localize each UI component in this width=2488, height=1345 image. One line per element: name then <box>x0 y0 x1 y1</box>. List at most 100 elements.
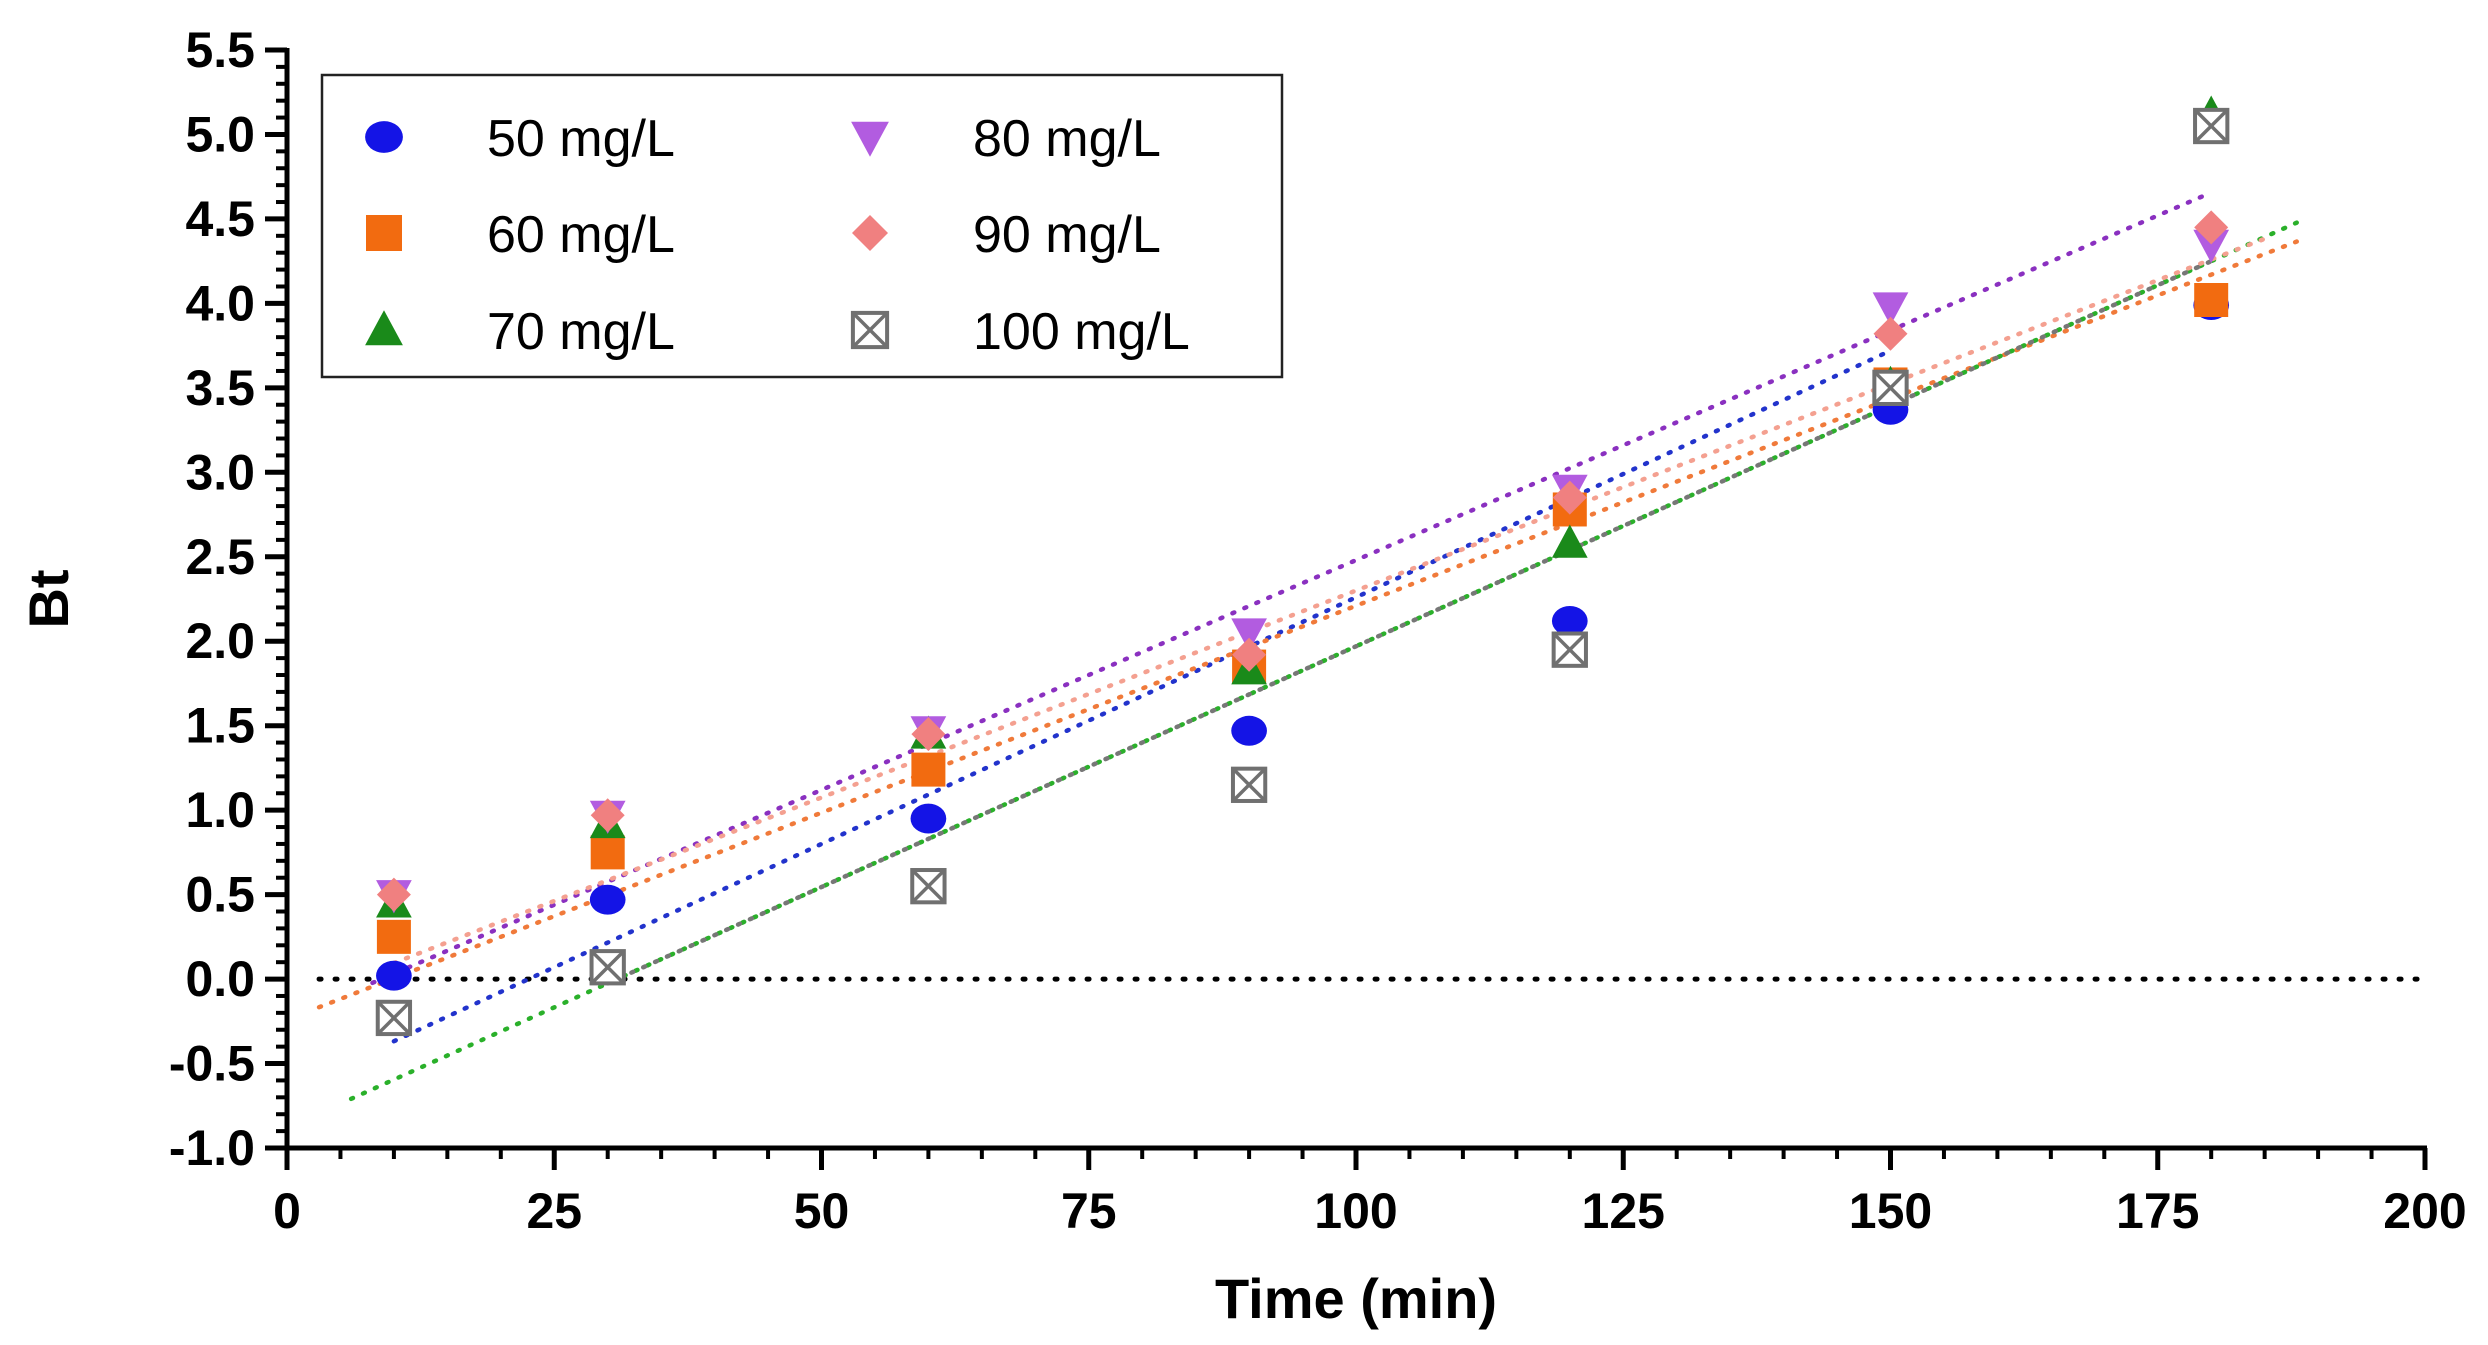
legend-box <box>320 73 1284 379</box>
series-5 <box>375 107 2230 1037</box>
series-0 <box>376 290 2230 991</box>
data-point <box>1551 524 1588 558</box>
legend-marker-0 <box>365 121 403 153</box>
diamond-marker <box>376 877 411 912</box>
y-tick-label: 3.0 <box>185 444 255 500</box>
diamond-marker <box>1552 480 1587 515</box>
y-tick-label: -1.0 <box>169 1120 255 1176</box>
series-1 <box>376 283 2229 954</box>
trendline-1 <box>316 239 2299 1010</box>
data-point <box>2193 107 2230 145</box>
tick-marks <box>265 47 2428 1170</box>
y-tick-label: 4.5 <box>185 191 255 247</box>
y-tick-label: -0.5 <box>169 1036 255 1092</box>
data-point <box>1231 715 1267 746</box>
boxed-x-cross-b <box>590 949 626 985</box>
diamond-marker <box>1232 637 1267 672</box>
trendline-2 <box>348 220 2299 1102</box>
data-point <box>1231 618 1267 652</box>
data-point <box>2194 210 2229 245</box>
data-points <box>375 95 2230 1037</box>
x-tick-label: 0 <box>273 1183 301 1239</box>
circle-marker <box>589 884 626 915</box>
diamond-marker <box>1873 316 1908 351</box>
triangle-down-marker <box>2193 229 2230 263</box>
legend-marker-5 <box>850 310 890 350</box>
circle-marker <box>1551 606 1588 636</box>
legend-label-0: 50 mg/L <box>487 110 675 168</box>
data-point <box>376 877 411 912</box>
x-tick-label: 75 <box>1061 1183 1117 1239</box>
legend-label-4: 90 mg/L <box>973 206 1161 264</box>
data-point <box>375 999 413 1037</box>
x-tick-label: 50 <box>794 1183 850 1239</box>
data-point <box>589 949 626 986</box>
y-tick-label: 0.0 <box>185 951 255 1007</box>
data-point <box>590 835 625 870</box>
y-tick-label: 3.5 <box>185 360 255 416</box>
y-tick-label: 1.0 <box>185 782 255 838</box>
y-tick-label: 5.0 <box>185 106 255 162</box>
boxed-x-cross-b <box>1231 767 1267 803</box>
trendline-3 <box>370 190 2214 986</box>
data-point <box>1232 637 1267 672</box>
legend: 50 mg/L 60 mg/L 70 mg/L 80 mg/L 90 mg/L 100 m… <box>320 73 1284 379</box>
boxed-x-cross-b <box>1552 632 1588 668</box>
square-marker <box>366 215 402 251</box>
x-axis-title: Time (min) <box>1215 1267 1497 1330</box>
boxed-x-cross-b <box>851 311 889 349</box>
data-point <box>1551 631 1588 668</box>
data-point <box>910 803 947 834</box>
tick-labels: -1.0 -0.5 0.0 0.5 1.0 1.5 2.0 2.5 3.0 3.5 4.0 4.5 5.… <box>169 22 2467 1239</box>
trendline-4 <box>391 236 2267 966</box>
data-point <box>1873 316 1908 351</box>
circle-marker <box>910 803 947 834</box>
data-point <box>1872 292 1909 326</box>
circle-marker <box>365 121 403 153</box>
boxed-x-cross-b <box>376 1000 412 1036</box>
legend-marker-2 <box>365 310 403 346</box>
legend-label-1: 60 mg/L <box>487 206 675 264</box>
trendline-0 <box>391 348 1893 1044</box>
data-point <box>1230 766 1268 803</box>
legend-marker-1 <box>366 215 402 251</box>
data-point <box>1872 369 1909 406</box>
triangle-down-marker <box>1231 618 1267 652</box>
boxed-x-cross-b <box>2193 108 2229 144</box>
square-marker <box>376 919 411 954</box>
x-tick-label: 125 <box>1582 1183 1665 1239</box>
y-tick-label: 1.5 <box>185 698 255 754</box>
legend-marker-3 <box>851 121 889 157</box>
triangle-down-marker <box>851 121 889 157</box>
x-tick-label: 175 <box>2116 1183 2199 1239</box>
data-point <box>590 798 625 833</box>
data-point <box>1552 480 1587 515</box>
x-tick-label: 100 <box>1314 1183 1397 1239</box>
square-marker <box>911 752 946 787</box>
x-tick-label: 150 <box>1849 1183 1932 1239</box>
triangle-up-marker <box>1551 524 1588 558</box>
data-point <box>1551 606 1588 636</box>
x-tick-label: 25 <box>526 1183 582 1239</box>
data-point <box>910 868 947 905</box>
series-4 <box>376 210 2229 912</box>
y-tick-label: 2.0 <box>185 613 255 669</box>
diamond-marker <box>852 215 888 251</box>
y-tick-label: 0.5 <box>185 867 255 923</box>
data-point <box>2194 283 2229 318</box>
data-point <box>376 919 411 954</box>
legend-marker-4 <box>852 215 888 251</box>
y-axis-title: Bt <box>17 569 80 628</box>
y-tick-label: 5.5 <box>185 22 255 78</box>
data-point <box>376 960 412 991</box>
y-tick-label: 4.0 <box>185 275 255 331</box>
triangle-up-marker <box>365 310 403 346</box>
data-point <box>911 717 946 752</box>
y-tick-label: 2.5 <box>185 529 255 585</box>
circle-marker <box>376 960 412 991</box>
boxed-x-cross-b <box>1873 370 1908 406</box>
triangle-down-marker <box>1872 292 1909 326</box>
legend-label-5: 100 mg/L <box>973 303 1190 361</box>
